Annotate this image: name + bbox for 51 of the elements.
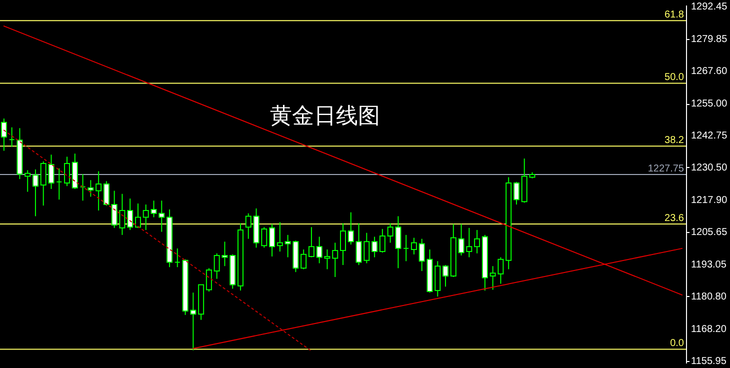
y-tick-label: 1292.45 (691, 1, 728, 12)
ref-line-label: 1227.75 (648, 164, 684, 175)
annotation: 50.0 (664, 72, 684, 84)
candlestick (56, 168, 62, 200)
candlestick (88, 180, 94, 198)
candlestick (300, 248, 307, 270)
candlestick (32, 168, 38, 217)
candlestick (174, 248, 180, 268)
candlestick (206, 268, 212, 292)
y-tick-label: 1205.65 (691, 226, 728, 238)
y-tick-label: 1217.90 (691, 195, 728, 206)
candlestick (127, 198, 134, 230)
y-tick-label: 1267.60 (691, 66, 728, 77)
candlestick (80, 174, 86, 202)
candlestick (379, 228, 386, 254)
candlestick (332, 242, 338, 278)
y-tick-label: 1193.05 (691, 260, 727, 271)
candlestick (269, 224, 276, 257)
candlestick (442, 264, 449, 288)
candlestick (513, 181, 520, 206)
candlestick (372, 236, 378, 258)
annotation: 61.8 (664, 10, 684, 21)
y-tick-label: 1255.00 (691, 98, 728, 110)
candlestick (96, 170, 102, 211)
candlestick (276, 222, 283, 252)
candlestick (48, 154, 54, 190)
candlestick (410, 237, 417, 255)
text: 黄金日线图 (270, 104, 380, 129)
candlestick (403, 234, 410, 262)
candlestick (308, 226, 314, 258)
candlestick (64, 156, 70, 187)
y-tick-label: 1155.95 (691, 356, 727, 368)
y-tick-label: 1180.80 (691, 291, 727, 302)
y-tick-label: 1230.50 (691, 162, 728, 174)
candlestick (8, 126, 15, 148)
candlestick (40, 160, 46, 206)
candlestick (245, 212, 252, 240)
y-tick-label: 1242.75 (691, 130, 728, 142)
annotation: 23.6 (664, 213, 684, 224)
y-tick-label: 1279.85 (691, 34, 728, 46)
candlestick (474, 229, 480, 254)
candlestick (340, 222, 346, 266)
annotation: 0.0 (670, 338, 684, 350)
candlestick (103, 180, 110, 206)
candlestick (24, 170, 31, 192)
y-tick-label: 1168.20 (691, 324, 727, 336)
annotation: 38.2 (664, 135, 684, 146)
candlestick (142, 204, 149, 230)
candlestick (348, 212, 354, 246)
candlestick (134, 202, 141, 228)
candlestick (0, 118, 7, 152)
